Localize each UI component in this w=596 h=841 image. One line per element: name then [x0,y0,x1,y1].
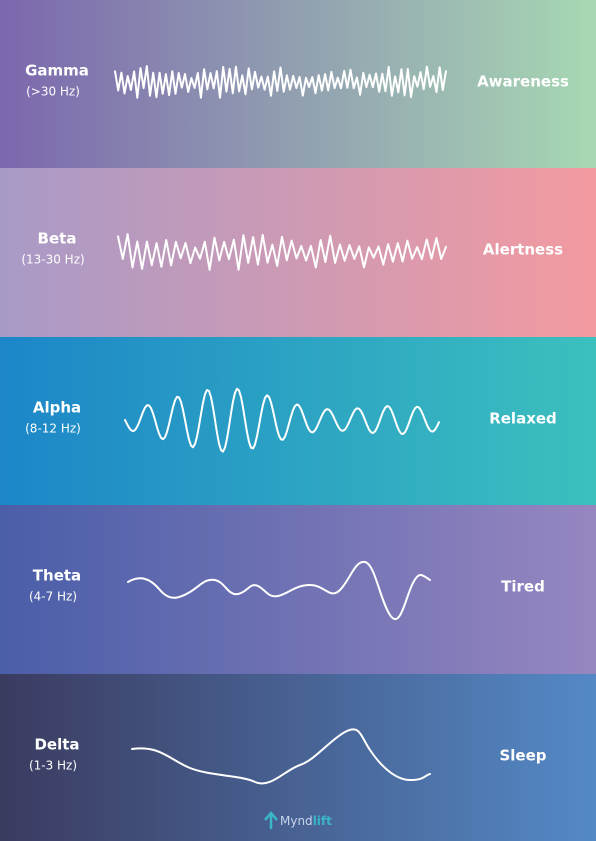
alpha-wave [124,387,440,453]
theta-wave [127,560,431,620]
labels: Gamma (>30 Hz) Awareness Beta (13-30 Hz) Aler… [21,62,569,773]
band-background [0,674,596,841]
delta-wave [131,728,431,785]
band-state: Tired [501,578,545,596]
band-frequency: (13-30 Hz) [21,253,84,267]
beta-wave [117,233,447,271]
logo-part: Mynd [280,814,313,828]
band-frequency: (8-12 Hz) [25,422,81,436]
band-background [0,505,596,674]
band-state: Alertness [483,241,563,259]
band-state: Awareness [477,73,569,91]
band-name: Alpha [33,399,81,417]
logo: Myndlift [264,811,332,829]
band-name: Delta [34,736,79,754]
band-name: Gamma [25,62,89,80]
band-name: Beta [38,230,77,248]
band-state: Relaxed [489,410,557,428]
band-state: Sleep [499,747,546,765]
band-frequency: (4-7 Hz) [29,590,77,604]
gamma-wave [114,65,447,99]
logo-part: lift [313,814,332,828]
band-frequency: (1-3 Hz) [29,759,77,773]
band-frequency: (>30 Hz) [26,85,80,99]
logo-text: Myndlift [280,814,332,828]
waves [114,65,447,785]
logo-icon [264,811,278,829]
band-name: Theta [33,567,81,585]
band-background [0,337,596,505]
